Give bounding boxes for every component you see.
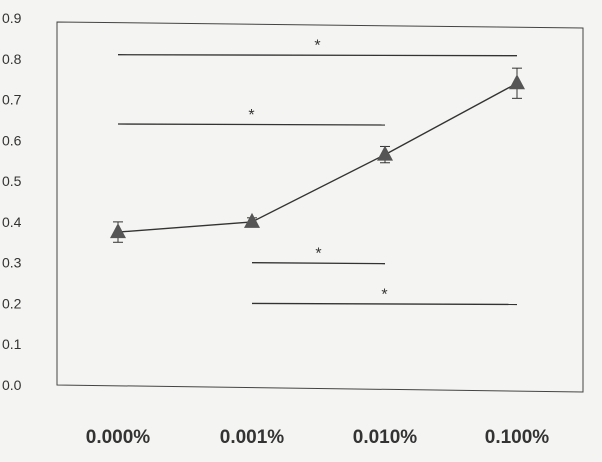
y-tick-label: 0.4: [2, 214, 22, 230]
series-line: [117, 82, 518, 233]
x-tick-label: 0.100%: [485, 427, 550, 448]
y-tick-label: 0.7: [2, 92, 22, 108]
significance-bar: [251, 302, 518, 306]
y-tick-label: 0.1: [2, 336, 22, 352]
x-tick-label: 0.000%: [86, 427, 151, 448]
x-tick-label: 0.001%: [220, 427, 285, 448]
y-tick-label: 0.5: [2, 173, 22, 189]
y-tick-label: 0.8: [2, 51, 22, 67]
x-tick-label: 0.010%: [353, 427, 418, 448]
plot-frame: [56, 21, 584, 393]
significance-label: *: [315, 246, 321, 263]
y-tick-label: 0.0: [2, 377, 22, 393]
significance-bar: [117, 54, 518, 57]
significance-label: *: [381, 286, 387, 303]
data-point: [509, 74, 525, 90]
y-tick-label: 0.2: [2, 295, 22, 311]
y-tick-label: 0.6: [2, 132, 22, 148]
y-tick-label: 0.3: [2, 255, 22, 271]
significance-bar: [117, 123, 386, 126]
significance-label: *: [314, 38, 320, 55]
y-tick-label: 0.9: [2, 10, 22, 26]
data-point: [110, 223, 126, 239]
data-point: [377, 145, 393, 161]
data-point: [244, 212, 260, 228]
significance-label: *: [248, 107, 254, 124]
significance-bar: [251, 262, 386, 265]
